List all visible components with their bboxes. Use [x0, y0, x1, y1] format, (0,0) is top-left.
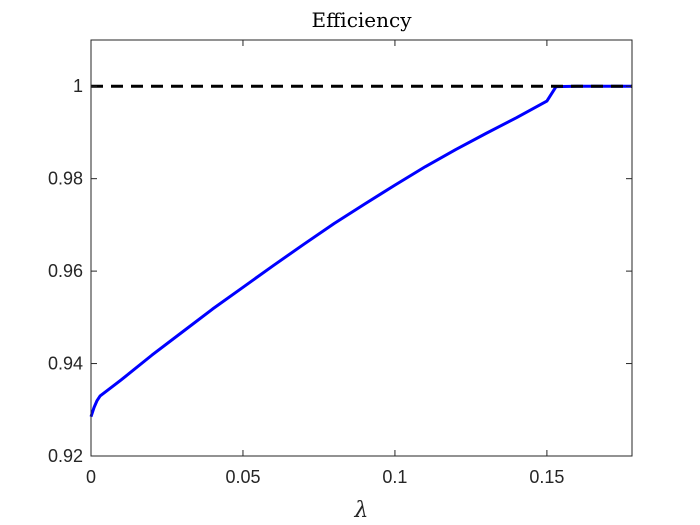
axes-box: [90, 39, 633, 457]
y-tick-label: 1: [73, 76, 83, 96]
x-tick-label: 0.15: [529, 467, 564, 487]
x-tick-label: 0.1: [382, 467, 407, 487]
chart-title: Efficiency: [311, 8, 412, 32]
y-tick-label: 0.96: [48, 261, 83, 281]
series-line: [89, 84, 632, 418]
x-axis-label: λ: [354, 498, 369, 523]
x-tick-label: 0.05: [225, 467, 260, 487]
x-tick-label: 0: [86, 467, 96, 487]
y-tick-label: 0.98: [48, 169, 83, 189]
y-tick-label: 0.92: [48, 446, 83, 466]
plot-area: [89, 84, 632, 418]
y-tick-label: 0.94: [48, 354, 83, 374]
axes: 0 0.05 0.1 0.15 0.92 0.94 0.96 0.98 1: [48, 39, 633, 487]
